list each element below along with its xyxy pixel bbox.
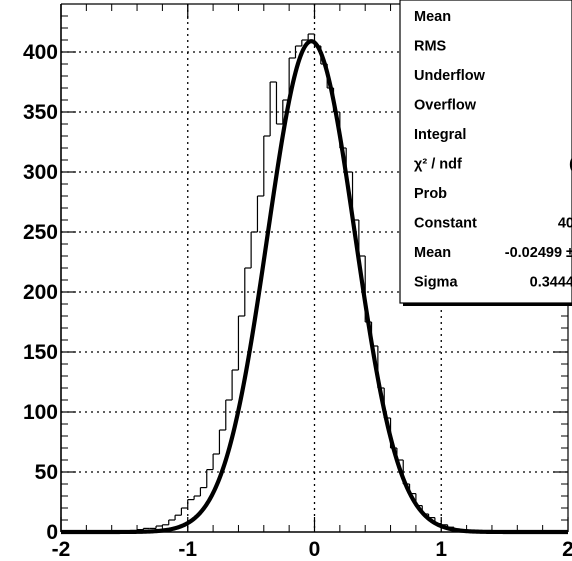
stats-label: Prob: [414, 186, 447, 202]
stats-label: Constant: [414, 216, 477, 232]
y-tick-label: 50: [35, 461, 58, 484]
stats-label: Underflow: [414, 68, 486, 84]
x-tick-label: 0: [309, 538, 321, 561]
y-tick-label: 250: [23, 221, 58, 244]
stats-label: χ² / ndf: [414, 157, 462, 173]
stats-value: -0.02499 ±: [505, 245, 572, 261]
stats-label: Mean: [414, 245, 451, 261]
x-tick-label: 1: [435, 538, 447, 561]
y-tick-label: 400: [23, 41, 58, 64]
stats-label: Mean: [414, 9, 451, 25]
y-tick-label: 100: [23, 401, 58, 424]
stats-value: 0.3444: [530, 275, 572, 291]
y-tick-label: 150: [23, 341, 58, 364]
x-tick-label: -1: [178, 538, 197, 561]
x-tick-label: -2: [52, 538, 71, 561]
x-tick-label: 2: [562, 538, 572, 561]
stats-label: Sigma: [414, 275, 458, 291]
y-tick-label: 300: [23, 161, 58, 184]
stats-value: (: [569, 157, 572, 173]
stats-box-frame: [399, 0, 572, 304]
stats-box: Mean RMS Underflow Overflow Integral χ² / ndf…: [399, 0, 572, 306]
stats-label: Integral: [414, 127, 466, 143]
stats-label: RMS: [414, 39, 447, 55]
stats-value: 40: [558, 216, 572, 232]
y-tick-label: 200: [23, 281, 58, 304]
tick-labels: -2 -1 0 1 2 0 50 100 150 200 250 300 350 400: [23, 41, 572, 561]
stats-label: Overflow: [414, 98, 477, 114]
y-tick-label: 0: [46, 521, 58, 544]
y-tick-label: 350: [23, 101, 58, 124]
